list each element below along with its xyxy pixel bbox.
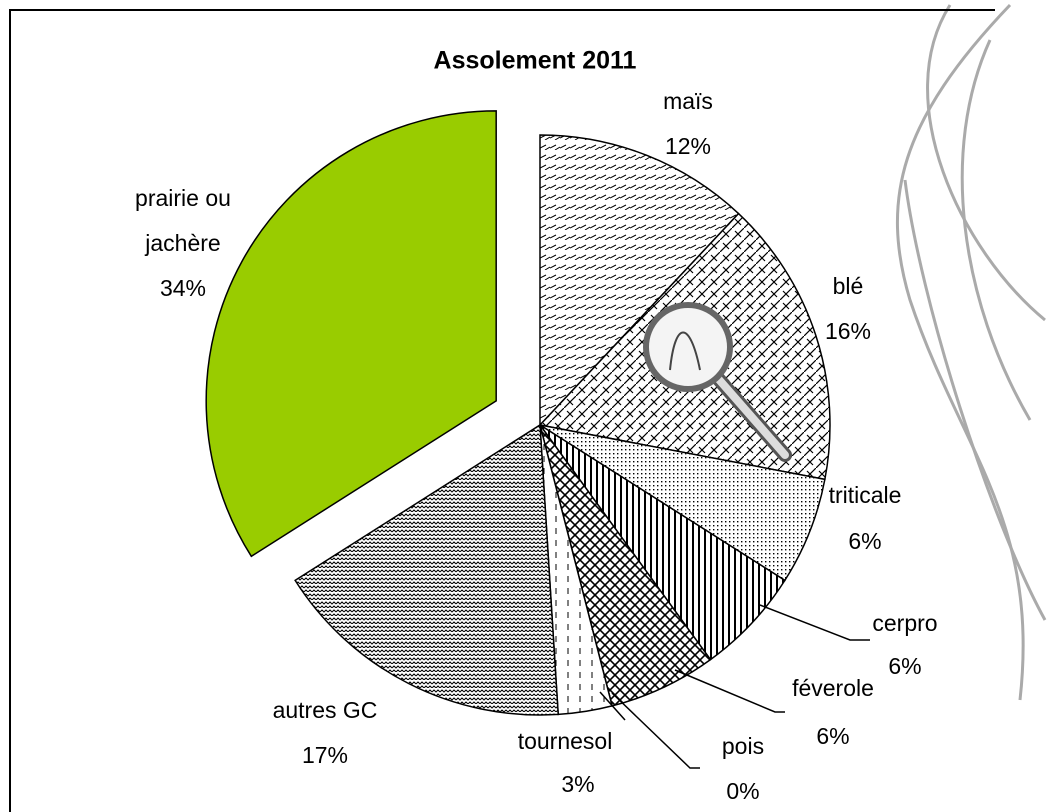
value-label: 16%: [825, 318, 871, 344]
value-label: 6%: [816, 723, 849, 749]
slice-label: triticale: [829, 482, 902, 508]
slice-label: cerpro: [872, 610, 937, 636]
value-label: 0%: [726, 778, 759, 804]
chart: Assolement 2011 maïs 12% blé 16% triticale 6%…: [0, 0, 1051, 812]
value-label: 12%: [665, 133, 711, 159]
value-label: 17%: [302, 742, 348, 768]
slice-label: autres GC: [273, 697, 378, 723]
value-label: 3%: [561, 771, 594, 797]
slice-label: maïs: [663, 88, 713, 114]
value-label: 34%: [160, 275, 206, 301]
pie: [206, 111, 830, 715]
slice-label: tournesol: [518, 728, 613, 754]
chart-title: Assolement 2011: [434, 47, 637, 75]
decoration: [897, 5, 1045, 700]
value-label: 6%: [848, 528, 881, 554]
value-label: 6%: [888, 653, 921, 679]
slice-label: féverole: [792, 675, 874, 701]
slice-label: pois: [722, 733, 764, 759]
slice-label: blé: [833, 273, 864, 299]
page: {"chart_data": {"type": "pie", "title": …: [0, 0, 1051, 812]
